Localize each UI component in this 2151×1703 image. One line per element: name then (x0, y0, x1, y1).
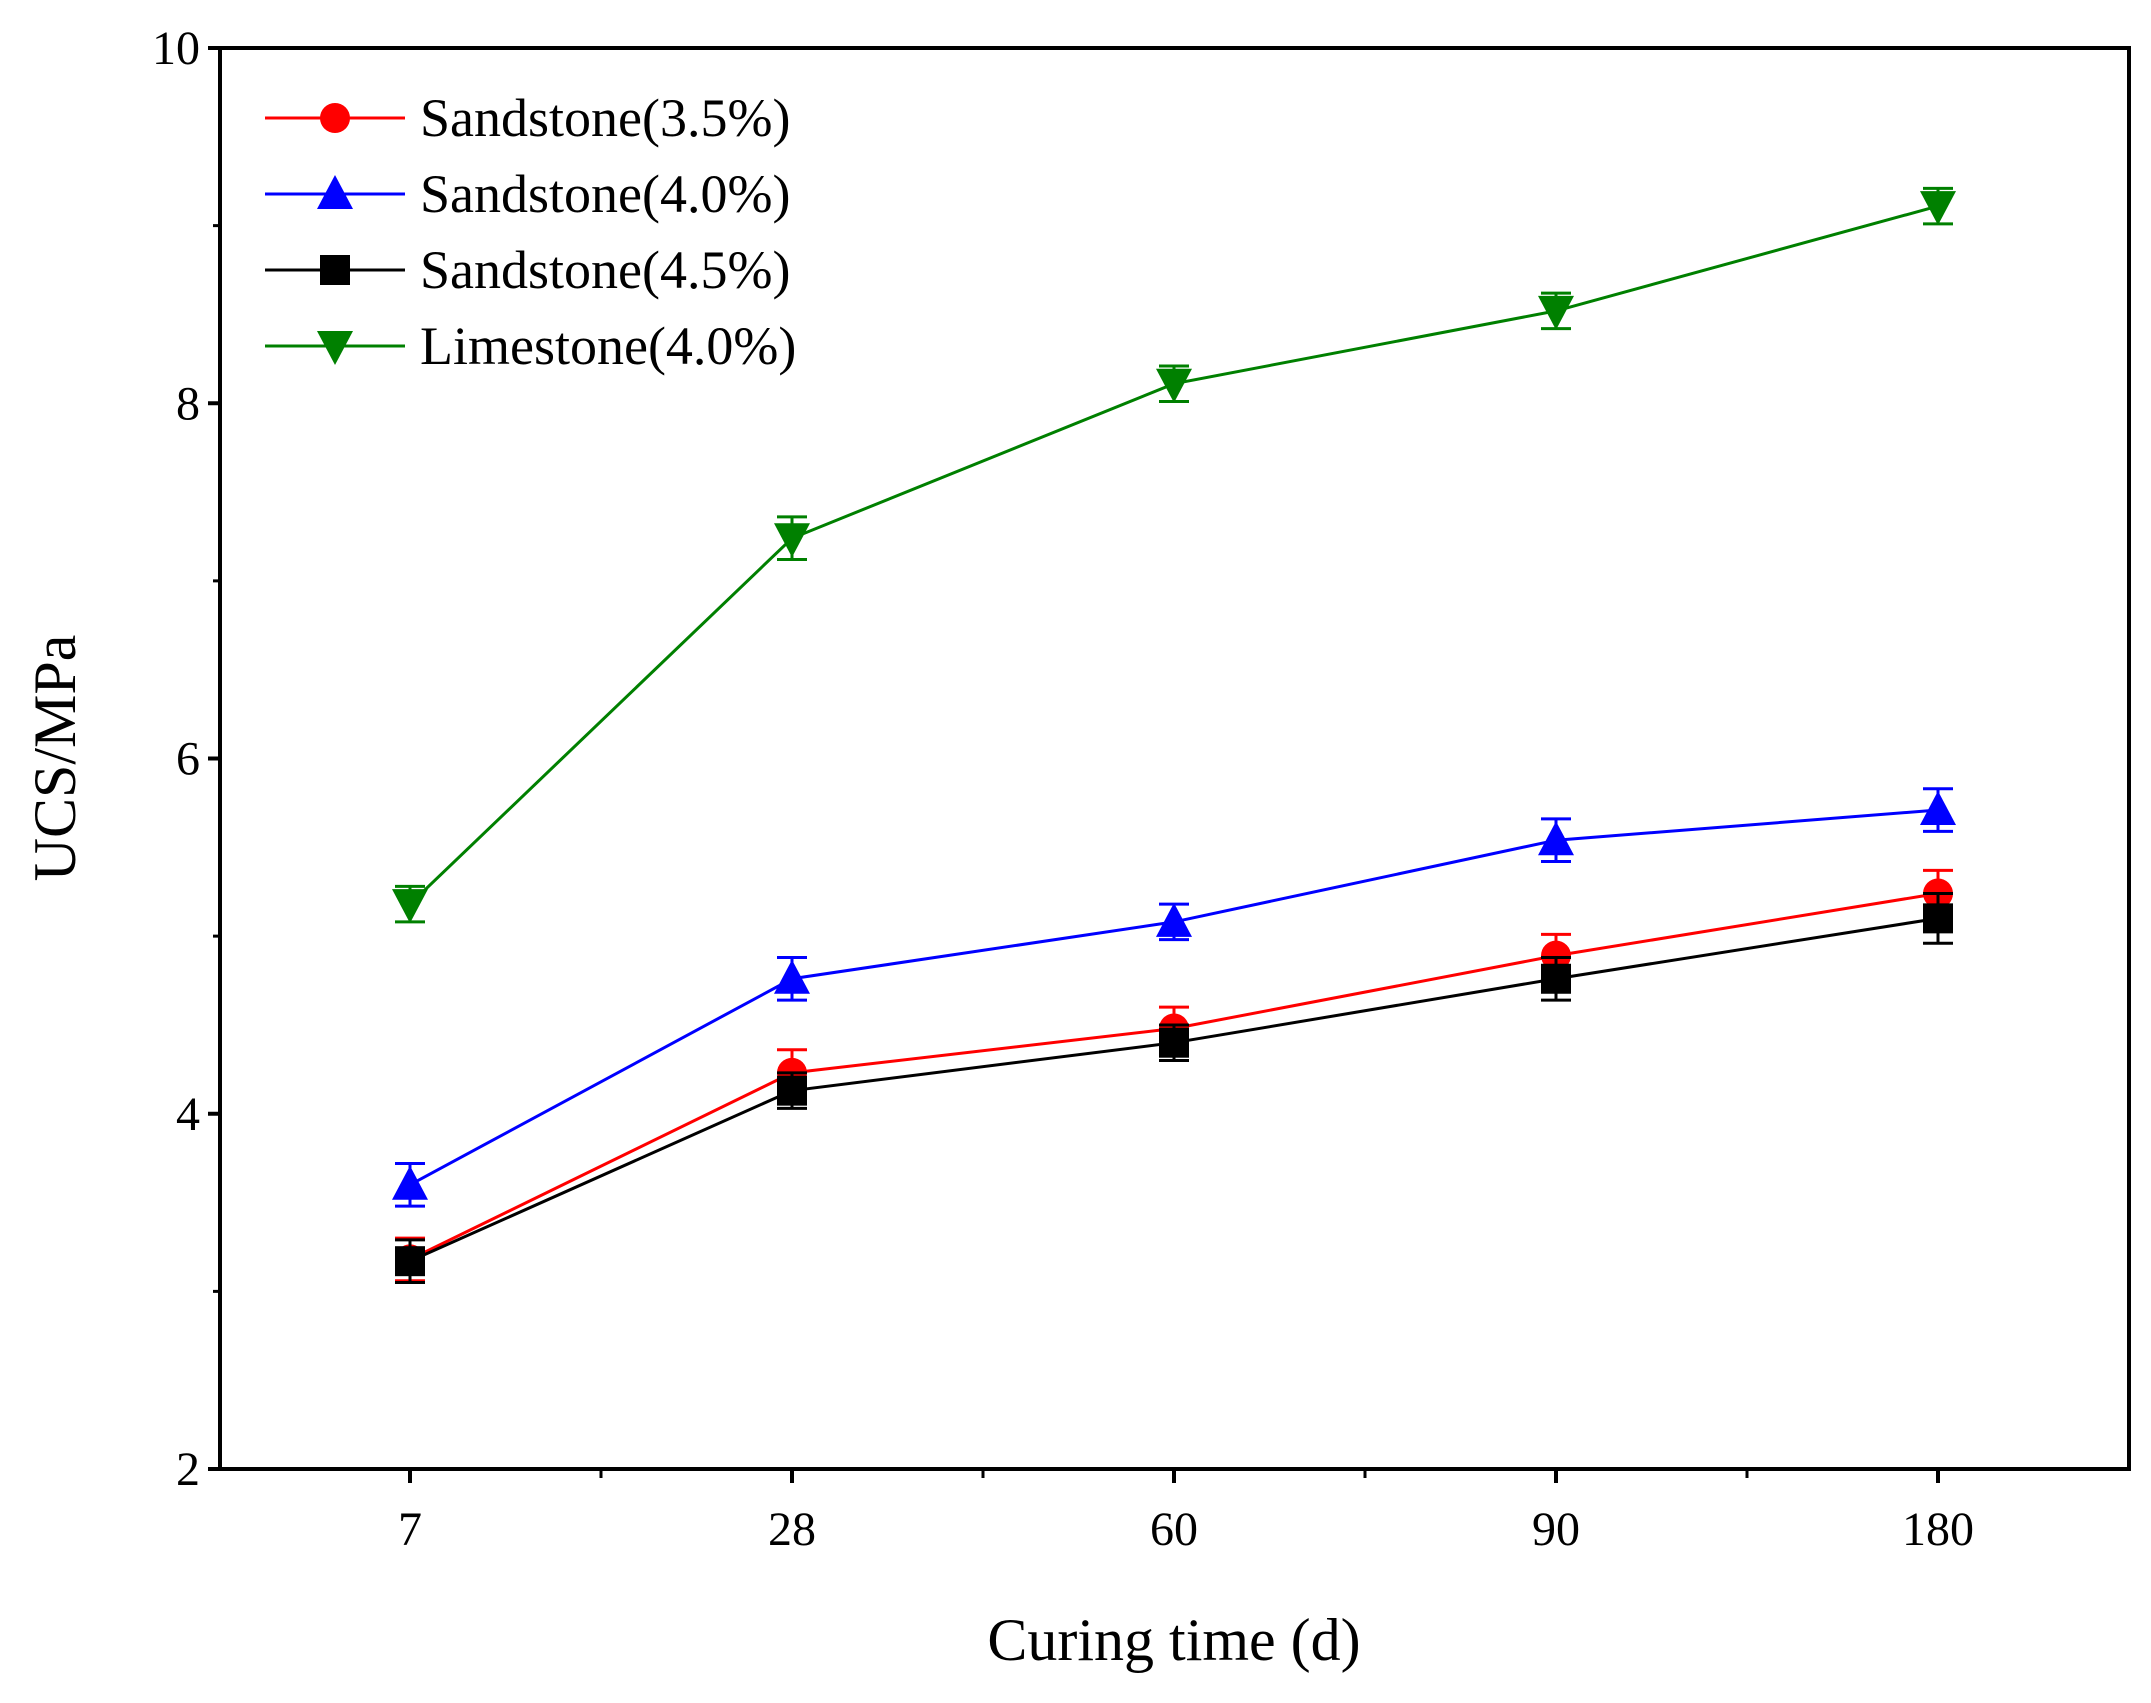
series-line (409, 916, 1939, 1263)
x-tick-label: 28 (768, 1503, 816, 1556)
legend-item: Limestone(4.0%) (265, 316, 796, 376)
square-marker (777, 1075, 807, 1106)
series-sandstone-4-0- (392, 787, 1956, 1208)
y-axis-title: UCS/MPa (22, 635, 88, 882)
triangle-down-marker (392, 889, 428, 924)
triangle-down-marker (1156, 368, 1192, 403)
series-sandstone-4-5- (395, 891, 1953, 1284)
series-line (409, 892, 1939, 1261)
legend-label: Sandstone(4.5%) (420, 240, 790, 300)
legend-label: Limestone(4.0%) (420, 316, 796, 376)
x-tick-label: 7 (398, 1503, 422, 1556)
legend-item: Sandstone(4.0%) (265, 164, 790, 224)
axes: 2 4 6 8 10 7 28 60 90 180 (152, 22, 2131, 1556)
circle-marker (1541, 940, 1571, 971)
legend: Sandstone(3.5%) Sandstone(4.0%) Sandstone(… (265, 88, 796, 376)
y-tick-label: 2 (176, 1443, 200, 1496)
triangle-up-marker (392, 1165, 428, 1200)
x-tick-label: 60 (1150, 1503, 1198, 1556)
triangle-up-marker (1538, 821, 1574, 856)
series-group (392, 186, 1956, 1284)
series-limestone-4-0- (392, 186, 1956, 924)
triangle-up-marker (1156, 902, 1192, 937)
x-tick-label: 180 (1902, 1503, 1974, 1556)
triangle-down-marker (317, 331, 353, 365)
square-marker (1923, 903, 1953, 934)
square-marker (320, 255, 350, 285)
x-axis-title: Curing time (d) (987, 1607, 1360, 1673)
square-marker (395, 1246, 425, 1277)
triangle-up-marker (774, 959, 810, 994)
series-line (408, 204, 1939, 906)
legend-item: Sandstone(3.5%) (265, 88, 790, 148)
triangle-down-marker (774, 523, 810, 558)
y-tick-label: 4 (176, 1088, 200, 1141)
series-line (409, 808, 1939, 1187)
triangle-up-marker (1920, 791, 1956, 826)
triangle-down-marker (1538, 295, 1574, 330)
y-tick-label: 10 (152, 22, 200, 75)
circle-marker (320, 103, 350, 133)
y-tick-label: 6 (176, 733, 200, 786)
legend-label: Sandstone(4.0%) (420, 164, 790, 224)
triangle-up-marker (317, 175, 353, 209)
y-tick-label: 8 (176, 377, 200, 430)
square-marker (1159, 1027, 1189, 1058)
legend-item: Sandstone(4.5%) (265, 240, 790, 300)
triangle-down-marker (1920, 191, 1956, 226)
legend-label: Sandstone(3.5%) (420, 88, 790, 148)
square-marker (1541, 963, 1571, 994)
x-tick-label: 90 (1532, 1503, 1580, 1556)
